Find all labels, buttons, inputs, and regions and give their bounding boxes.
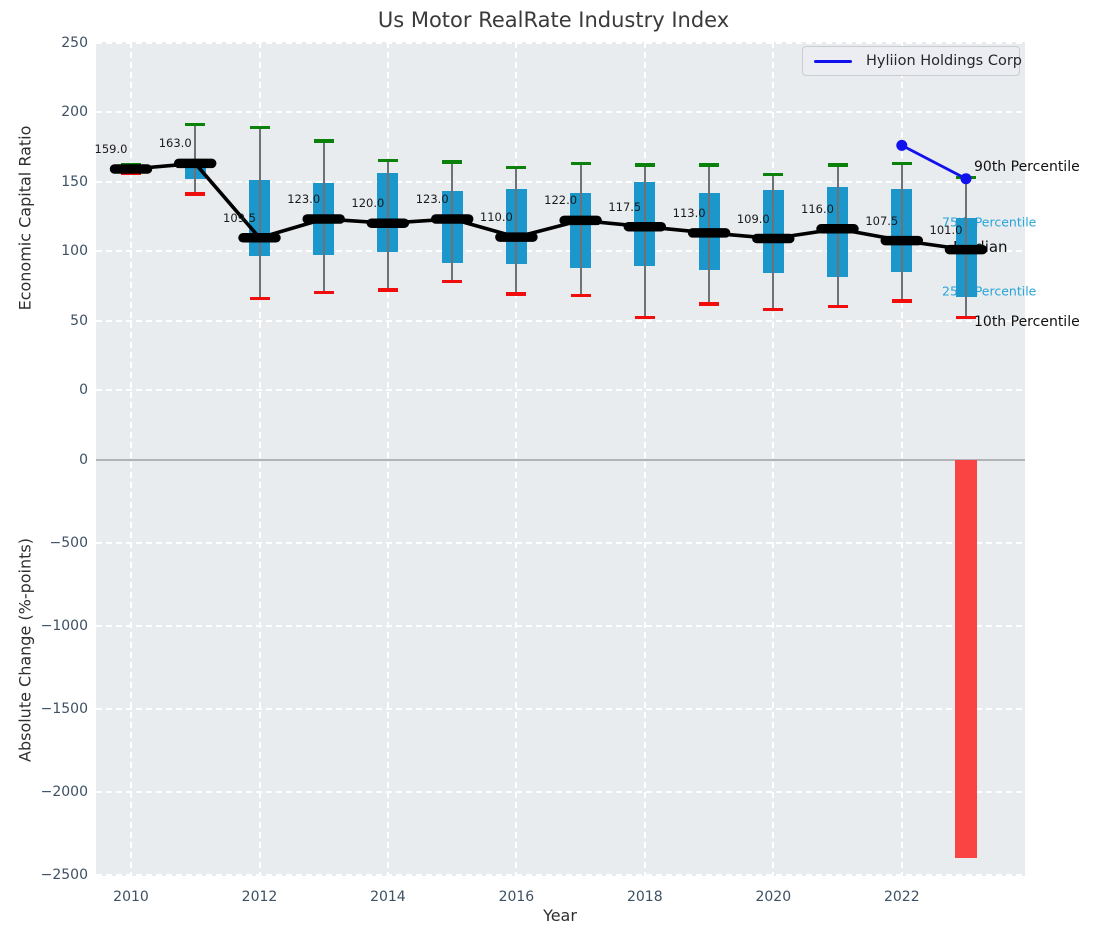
xtick-2022: 2022: [883, 889, 920, 905]
ytick-top-50: 50: [70, 312, 88, 329]
hgrid-bottom-−1000: [96, 625, 1025, 627]
median-label-2018: 117.5: [608, 199, 642, 214]
ytick-top-0: 0: [79, 382, 88, 398]
hgrid-bottom-−2000: [96, 791, 1025, 793]
median-label-2010: 159.0: [94, 142, 128, 156]
median-label-2019: 113.0: [672, 205, 706, 220]
xtick-2012: 2012: [241, 889, 278, 905]
y-axis-label-bottom: Absolute Change (%-points): [15, 538, 35, 762]
xtick-2020: 2020: [755, 889, 792, 905]
median-label-2020: 109.0: [736, 211, 770, 226]
ytick-bottom-−2500: −2500: [40, 867, 88, 883]
legend-label: Hyliion Holdings Corp: [866, 53, 1022, 69]
whisker-2020: [772, 174, 775, 310]
p90-cap-2020: [763, 172, 784, 177]
median-label-2012: 109.5: [223, 210, 256, 225]
p90-cap-2017: [570, 161, 591, 166]
p90-cap-2018: [634, 163, 655, 167]
median-label-2015: 123.0: [415, 192, 449, 206]
whisker-2018: [643, 164, 646, 318]
p90-cap-2022: [891, 161, 912, 166]
hgrid-top-200: [96, 111, 1025, 113]
hgrid-top-100: [96, 250, 1025, 252]
ytick-top-250: 250: [61, 34, 88, 51]
median-label-2014: 120.0: [351, 196, 385, 211]
median-label-2013: 123.0: [287, 192, 321, 206]
hgrid-top-0: [96, 389, 1025, 391]
zero-axhline: [96, 459, 1025, 461]
median-label-2017: 122.0: [544, 193, 578, 208]
xtick-2010: 2010: [113, 889, 149, 905]
legend: Hyliion Holdings Corp: [802, 46, 1022, 76]
p10-cap-2014: [377, 288, 398, 292]
p10-cap-2016: [506, 292, 527, 296]
legend-line-swatch: [814, 59, 852, 63]
y-axis-label-top: Economic Capital Ratio: [15, 125, 35, 311]
p90-cap-2019: [699, 163, 720, 167]
p90-cap-2023: [956, 175, 976, 179]
whisker-2013: [322, 141, 325, 293]
p10-cap-2022: [891, 299, 912, 303]
p10-cap-2019: [699, 302, 720, 306]
annotation-10th-percentile: 10th Percentile: [974, 313, 1080, 330]
median-label-2023: 101.0: [929, 222, 963, 237]
chart-title: Us Motor RealRate Industry Index: [377, 8, 730, 32]
whisker-2021: [836, 164, 839, 307]
xtick-2016: 2016: [498, 889, 535, 905]
ytick-bottom-−1000: −1000: [40, 618, 88, 634]
xtick-2018: 2018: [626, 889, 663, 905]
median-label-2022: 107.5: [865, 213, 899, 228]
hgrid-bottom-−500: [96, 542, 1025, 544]
median-label-2011: 163.0: [158, 136, 192, 151]
hgrid-top-150: [96, 180, 1025, 183]
p10-cap-2013: [313, 290, 334, 295]
whisker-2015: [451, 162, 454, 282]
p10-cap-2011: [185, 192, 206, 196]
p90-cap-2013: [313, 139, 334, 143]
p90-cap-2010: [121, 163, 141, 167]
p10-cap-2015: [442, 279, 463, 284]
whisker-2011: [194, 124, 197, 194]
ytick-bottom-−1500: −1500: [40, 701, 88, 717]
annotation-90th-percentile: 90th Percentile: [974, 158, 1080, 175]
hgrid-bottom-−2500: [96, 874, 1025, 876]
p10-cap-2012: [249, 296, 270, 300]
ytick-bottom-0: 0: [79, 452, 88, 468]
x-axis-label: Year: [543, 906, 577, 925]
p10-cap-2021: [827, 304, 848, 309]
whisker-2014: [386, 160, 389, 290]
p10-cap-2017: [570, 293, 591, 298]
ytick-top-150: 150: [61, 173, 88, 190]
p10-cap-2020: [763, 307, 784, 312]
whisker-2023: [965, 177, 967, 318]
hgrid-top-250: [96, 41, 1025, 44]
hgrid-top-50: [96, 319, 1025, 322]
ytick-bottom-−2000: −2000: [40, 784, 88, 800]
p90-cap-2015: [442, 160, 463, 164]
ytick-top-100: 100: [61, 243, 88, 259]
median-label-2016: 110.0: [479, 210, 513, 225]
p10-cap-2023: [956, 315, 976, 320]
p90-cap-2012: [249, 125, 270, 129]
whisker-2017: [579, 163, 582, 296]
hgrid-bottom-−1500: [96, 708, 1025, 710]
p10-cap-2018: [634, 315, 655, 320]
p90-cap-2016: [506, 165, 527, 170]
whisker-2019: [708, 164, 711, 304]
whisker-2016: [515, 167, 518, 295]
ytick-top-200: 200: [61, 104, 88, 120]
whisker-2022: [900, 163, 903, 301]
change-bar-2023: [955, 460, 977, 859]
p90-cap-2011: [185, 122, 206, 127]
ytick-bottom-−500: −500: [49, 535, 88, 551]
p90-cap-2021: [827, 163, 848, 167]
median-label-2021: 116.0: [801, 201, 834, 216]
p90-cap-2014: [377, 158, 398, 163]
p10-cap-2010: [121, 171, 141, 175]
xtick-2014: 2014: [370, 889, 406, 905]
